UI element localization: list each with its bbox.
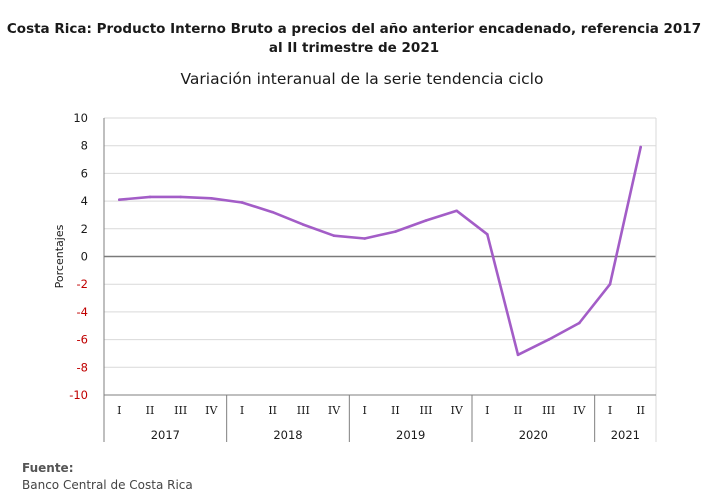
data-point <box>302 223 305 226</box>
data-point <box>240 201 244 204</box>
x-tick-label-quarter: IV <box>328 404 341 417</box>
x-tick-label-quarter: II <box>268 404 277 417</box>
x-tick-label-quarter: IV <box>573 404 586 417</box>
x-tick-label-quarter: II <box>636 404 645 417</box>
y-tick-label: 4 <box>81 194 88 208</box>
chart-title-line-1: Costa Rica: Producto Interno Bruto a pre… <box>6 21 702 37</box>
data-point <box>394 230 397 233</box>
x-tick-label-quarter: I <box>608 404 612 417</box>
x-tick-label-quarter: IV <box>205 404 218 417</box>
x-tick-label-year: 2017 <box>151 428 180 442</box>
y-tick-label: 8 <box>81 139 88 153</box>
data-point <box>363 237 366 240</box>
y-axis-label: Porcentajes <box>53 224 66 288</box>
x-tick-label-year: 2020 <box>519 428 548 442</box>
x-tick-label-quarter: I <box>362 404 366 417</box>
y-tick-label: -10 <box>69 388 88 402</box>
data-point <box>516 353 520 357</box>
y-tick-label: -6 <box>77 333 88 347</box>
data-point <box>424 219 428 222</box>
chart-subtitle: Variación interanual de la serie tendenc… <box>180 70 544 88</box>
data-point <box>271 210 274 214</box>
y-tick-label: 2 <box>81 222 88 236</box>
chart-title: Costa Rica: Producto Interno Bruto a pre… <box>0 20 708 58</box>
data-point <box>455 209 458 213</box>
source-label: Fuente: <box>22 461 74 475</box>
y-tick-label: 6 <box>81 166 88 180</box>
data-point <box>608 282 612 286</box>
x-tick-label-quarter: III <box>174 404 187 417</box>
x-tick-label-quarter: III <box>419 404 432 417</box>
x-tick-label-year: 2021 <box>611 428 640 442</box>
data-point <box>639 145 642 149</box>
x-tick-label-quarter: I <box>240 404 244 417</box>
source-note: Fuente: Banco Central de Costa Rica <box>22 460 193 494</box>
chart-title-line-2: al II trimestre de 2021 <box>268 40 440 56</box>
data-point <box>578 321 581 325</box>
x-tick-label-quarter: II <box>514 404 523 417</box>
data-point <box>179 195 182 199</box>
x-tick-label-quarter: II <box>146 404 155 417</box>
data-point <box>210 197 213 200</box>
y-tick-label: -4 <box>77 305 88 319</box>
x-tick-label-quarter: I <box>117 404 121 417</box>
x-tick-label-quarter: III <box>542 404 555 417</box>
x-tick-label-year: 2019 <box>396 428 425 442</box>
y-tick-label: -8 <box>77 360 88 374</box>
x-tick-label-quarter: I <box>485 404 489 417</box>
x-tick-label-quarter: IV <box>451 404 464 417</box>
data-point <box>486 233 489 236</box>
y-tick-label: 10 <box>73 111 88 125</box>
data-point <box>332 234 336 238</box>
series-line <box>118 145 643 357</box>
x-tick-label-year: 2018 <box>273 428 302 442</box>
y-tick-label: 0 <box>81 250 88 264</box>
source-text: Banco Central de Costa Rica <box>22 478 193 492</box>
data-point <box>118 198 121 202</box>
data-point <box>547 338 550 341</box>
y-tick-label: -2 <box>77 277 88 291</box>
x-tick-label-quarter: III <box>297 404 310 417</box>
x-tick-label-quarter: II <box>391 404 400 417</box>
data-point <box>148 195 152 199</box>
